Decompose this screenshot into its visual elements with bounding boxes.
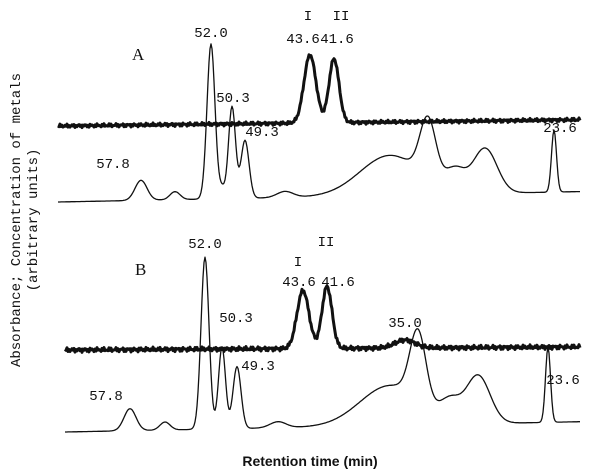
peak-label: 43.6 [286,32,320,48]
peak-label: I [294,255,302,271]
metal-trace [63,284,582,354]
peak-label: 50.3 [219,311,253,327]
metal-trace [57,53,582,130]
panel-label: A [132,45,145,64]
peak-label: II [333,9,350,25]
peak-label: 41.6 [321,275,355,291]
peak-label: 23.6 [546,373,580,389]
panel-label: B [135,260,146,279]
y-axis-label: (arbitrary units) [26,149,42,292]
peak-label: 49.3 [241,359,275,375]
y-axis-label: Absorbance; Concentration of metals [9,73,25,367]
peak-label: 52.0 [188,237,222,253]
x-axis-label: Retention time (min) [242,453,377,469]
peak-label: 43.6 [282,275,316,291]
peak-label: 50.3 [216,91,250,107]
peak-label: 52.0 [194,26,228,42]
peak-label: 57.8 [89,389,123,405]
absorbance-trace [65,256,580,433]
peak-label: 49.3 [245,125,279,141]
peak-label: 41.6 [320,32,354,48]
peak-label: 35.0 [388,316,422,332]
peak-label: 23.6 [543,121,577,137]
peak-label: 57.8 [96,157,130,173]
absorbance-trace [58,43,580,203]
peak-label: I [304,9,312,25]
peak-label: II [318,235,335,251]
